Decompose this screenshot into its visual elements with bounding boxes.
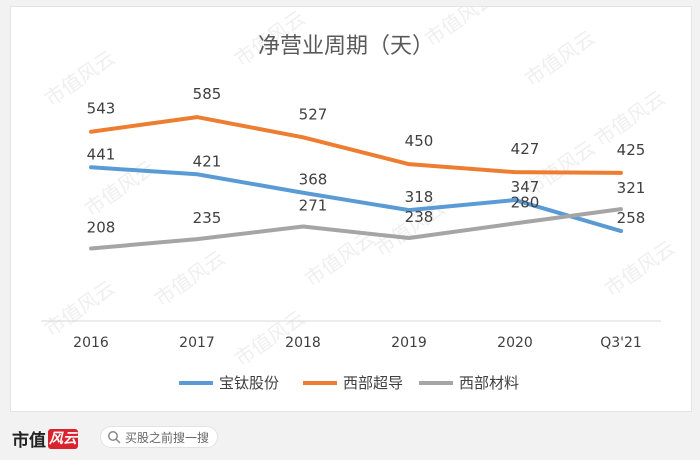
x-tick-label: 2017	[179, 335, 215, 351]
watermark-text: 市值风云	[520, 26, 599, 92]
data-label: 235	[193, 209, 222, 227]
data-label: 441	[87, 145, 116, 163]
data-label: 347	[511, 178, 540, 196]
data-label: 280	[511, 193, 540, 211]
legend-label: 西部材料	[459, 374, 519, 392]
x-tick-label: Q3'21	[600, 335, 642, 351]
data-label: 318	[405, 188, 434, 206]
series-line-0	[89, 165, 623, 234]
x-tick-labels: 2016 2017 2018 2019 2020 Q3'21	[73, 335, 642, 351]
search-icon	[108, 431, 121, 444]
data-label: 421	[193, 152, 222, 170]
footer-bar: 市值 风云 买股之前搜一搜	[0, 418, 700, 460]
data-label: 238	[405, 208, 434, 226]
chart-title: 净营业周期（天）	[258, 34, 434, 59]
legend-label: 宝钛股份	[219, 374, 279, 392]
data-label: 258	[617, 209, 646, 227]
chart-card: 市值风云 市值风云 市值风云 市值风云 市值风云 市值风云 市值风云 市值风云 市值风云 市值风云…	[10, 6, 692, 412]
series-layer	[89, 115, 623, 251]
series-line-1	[89, 115, 623, 175]
data-label: 450	[405, 132, 434, 150]
x-tick-label: 2019	[391, 335, 427, 351]
data-labels-layer: 441 421 368 318 347 258 543 585 527 450 427 425 208 2…	[87, 85, 646, 236]
data-label: 427	[511, 140, 540, 158]
data-label: 543	[87, 100, 116, 118]
legend: 宝钛股份 西部超导 西部材料	[179, 374, 519, 392]
data-label: 585	[193, 85, 222, 103]
x-tick-label: 2018	[285, 335, 321, 351]
x-tick-label: 2016	[73, 335, 109, 351]
watermark-text: 市值风云	[600, 236, 679, 302]
watermark-text: 市值风云	[40, 276, 119, 342]
data-label: 368	[299, 171, 328, 189]
data-label: 321	[617, 179, 646, 197]
data-label: 425	[617, 141, 646, 159]
data-label: 208	[87, 218, 116, 236]
search-box[interactable]: 买股之前搜一搜	[100, 426, 218, 448]
search-placeholder: 买股之前搜一搜	[125, 430, 210, 445]
data-label: 271	[299, 197, 328, 215]
brand-logo: 市值 风云	[12, 426, 78, 451]
watermark-text: 市值风云	[150, 246, 229, 312]
data-label: 527	[299, 105, 328, 123]
logo-text: 市值	[12, 431, 46, 451]
logo-mark: 风云	[48, 428, 78, 449]
legend-label: 西部超导	[343, 374, 403, 392]
series-line-2	[89, 207, 623, 251]
x-tick-label: 2020	[497, 335, 533, 351]
